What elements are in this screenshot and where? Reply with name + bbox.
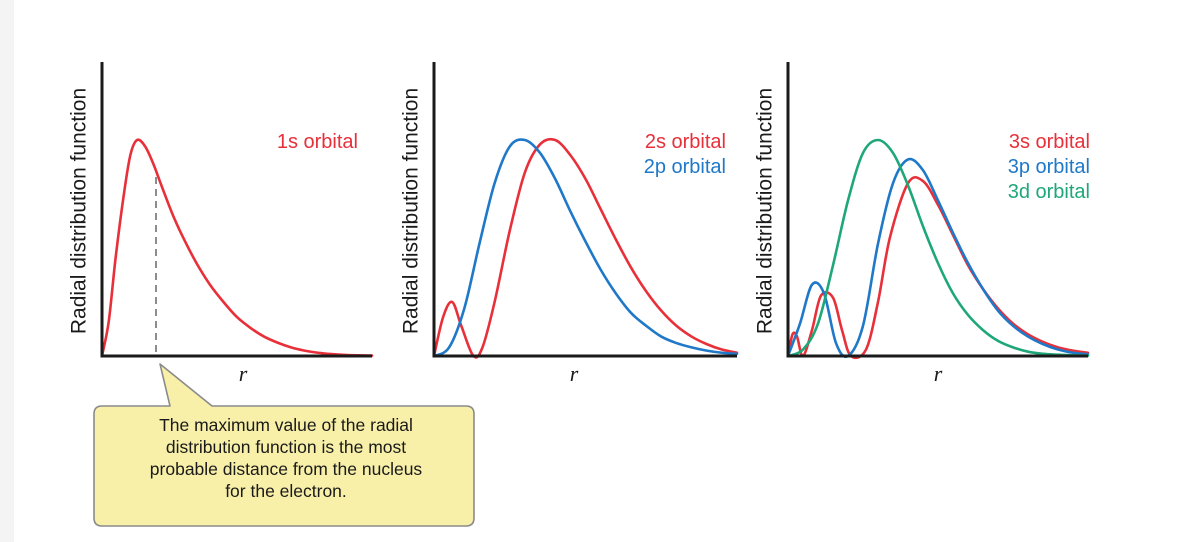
- x-axis-label: r: [934, 361, 943, 386]
- series-line-3d-orbital: [786, 138, 1090, 358]
- chart-panel-1: Radial distribution function r 1s orbital: [68, 62, 374, 386]
- callout-line: probable distance from the nucleus: [149, 459, 423, 479]
- callout-line: distribution function is the most: [165, 437, 407, 457]
- callout-text: The maximum value of the radial distribu…: [96, 414, 476, 502]
- legend-entry: 3d orbital: [1008, 181, 1090, 203]
- legend-entry: 3s orbital: [1009, 131, 1090, 153]
- callout-line: The maximum value of the radial: [159, 415, 413, 435]
- legend-entry: 1s orbital: [277, 131, 358, 153]
- left-margin-strip: [0, 0, 14, 542]
- x-axis-label: r: [570, 361, 579, 386]
- callout-line: for the electron.: [225, 481, 347, 501]
- y-axis-label: Radial distribution function: [68, 88, 91, 334]
- callout-box: [93, 363, 475, 527]
- series-line-2s-orbital: [432, 137, 739, 359]
- legend-entry: 2s orbital: [645, 131, 726, 153]
- y-axis-label: Radial distribution function: [400, 88, 423, 334]
- legend-entry: 2p orbital: [644, 156, 726, 178]
- chart-panel-2: Radial distribution function r 2s orbital 2…: [400, 62, 739, 386]
- y-axis-label: Radial distribution function: [754, 88, 777, 334]
- series-line-2p-orbital: [432, 138, 739, 358]
- legend-entry: 3p orbital: [1008, 156, 1090, 178]
- chart-panel-3: Radial distribution function r 3s orbital 3…: [754, 62, 1090, 386]
- x-axis-label: r: [239, 361, 248, 386]
- series-line-1s-orbital: [100, 138, 374, 358]
- series-line-3p-orbital: [786, 157, 1090, 358]
